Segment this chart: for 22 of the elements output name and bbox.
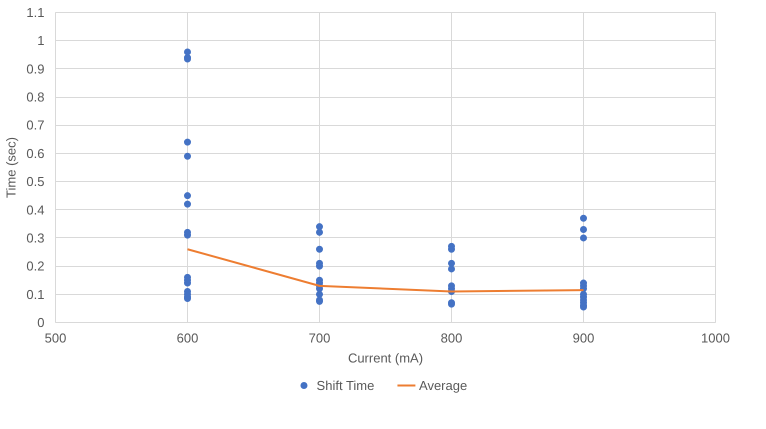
x-tick-label: 700 bbox=[308, 330, 330, 346]
y-tick-label: 0.9 bbox=[26, 61, 45, 76]
y-tick-label: 0.1 bbox=[26, 286, 45, 302]
y-tick-label: 0.5 bbox=[26, 174, 45, 190]
legend-label: Average bbox=[419, 378, 468, 393]
y-tick-label: 0.2 bbox=[26, 258, 45, 274]
y-tick-label: 0.3 bbox=[26, 230, 45, 246]
y-axis-title: Time (sec) bbox=[3, 137, 18, 198]
y-tick-label: 1.1 bbox=[26, 5, 45, 20]
x-tick-label: 500 bbox=[44, 330, 66, 346]
x-tick-label: 600 bbox=[176, 330, 198, 346]
y-tick-label: 0.6 bbox=[26, 146, 45, 161]
x-axis-title: Current (mA) bbox=[348, 350, 424, 366]
x-tick-label: 1000 bbox=[701, 330, 730, 346]
x-tick-label: 900 bbox=[572, 330, 594, 346]
y-tick-label: 0.4 bbox=[26, 202, 45, 218]
x-tick-label: 800 bbox=[440, 330, 462, 346]
y-tick-label: 0 bbox=[37, 315, 45, 330]
y-tick-label: 0.8 bbox=[26, 90, 45, 105]
legend-label: Shift Time bbox=[316, 378, 374, 393]
y-tick-label: 0.7 bbox=[26, 118, 45, 133]
y-tick-label: 1 bbox=[37, 33, 45, 48]
